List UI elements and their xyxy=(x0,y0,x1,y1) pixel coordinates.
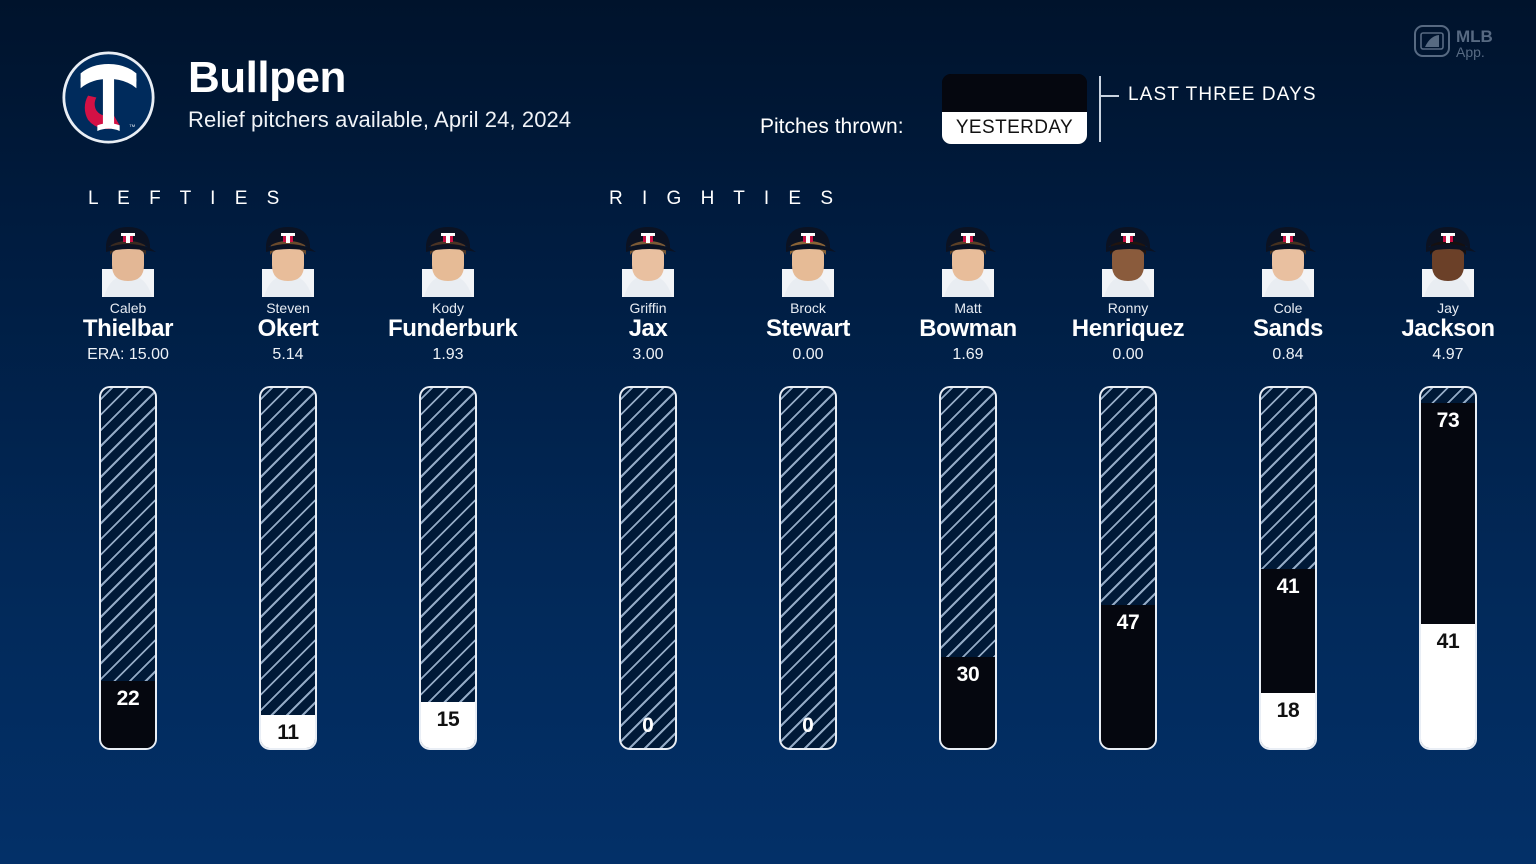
legend-last-three-days-label: LAST THREE DAYS xyxy=(1128,84,1317,105)
player-last-name: Stewart xyxy=(766,314,850,342)
segment-yesterday-value: 11 xyxy=(277,721,299,744)
legend-swatch: YESTERDAY xyxy=(942,74,1087,144)
segment-last-three-days: 41 xyxy=(1261,569,1315,693)
player-last-name: Jackson xyxy=(1401,314,1495,342)
pitch-count-bar[interactable]: 47 xyxy=(1099,386,1157,750)
segment-yesterday-value: 41 xyxy=(1436,630,1460,653)
pitch-count-bar[interactable]: 18 41 xyxy=(1259,386,1317,750)
pitch-count-bar[interactable]: 22 xyxy=(99,386,157,750)
headshot-griffin-jax xyxy=(588,215,708,297)
player-first-name: Griffin xyxy=(629,300,667,316)
player-era: 3.00 xyxy=(632,345,664,363)
player-first-name: Matt xyxy=(954,300,982,316)
player-first-name: Cole xyxy=(1273,300,1303,316)
player-first-name: Ronny xyxy=(1107,300,1149,316)
pitch-count-bar[interactable]: 41 73 xyxy=(1419,386,1477,750)
player-last-name: Funderburk xyxy=(388,314,518,342)
pitch-count-bar[interactable]: 30 xyxy=(939,386,997,750)
pitch-count-zero-label: 0 xyxy=(802,714,814,737)
headshot-brock-stewart xyxy=(748,215,868,297)
segment-last-three-days: 73 xyxy=(1421,403,1475,624)
header: ™ Bullpen Relief pitchers available, Apr… xyxy=(0,0,1536,170)
player-era: 0.84 xyxy=(1272,345,1304,363)
headshot-jay-jackson xyxy=(1388,215,1508,297)
player-card[interactable]: Kody Funderburk 1.93 xyxy=(388,215,518,363)
player-era: 5.14 xyxy=(272,345,304,363)
player-first-name: Kody xyxy=(432,300,464,316)
headshot-steven-okert xyxy=(228,215,348,297)
headshot-matt-bowman xyxy=(908,215,1028,297)
pitch-count-bar[interactable]: 0 xyxy=(619,386,677,750)
player-card[interactable]: Brock Stewart 0.00 xyxy=(748,215,868,363)
pitch-count-bar[interactable]: 0 xyxy=(779,386,837,750)
player-era: 0.00 xyxy=(1112,345,1144,363)
minnesota-twins-logo: ™ xyxy=(62,51,155,144)
pitch-count-bar[interactable]: 11 xyxy=(259,386,317,750)
svg-text:App.: App. xyxy=(1456,44,1485,60)
svg-text:™: ™ xyxy=(129,124,136,131)
page-title: Bullpen xyxy=(188,53,346,102)
player-first-name: Jay xyxy=(1437,300,1459,316)
player-era: 1.69 xyxy=(952,345,984,363)
page-subtitle: Relief pitchers available, April 24, 202… xyxy=(188,107,572,133)
player-last-name: Sands xyxy=(1252,314,1324,342)
headshot-caleb-thielbar xyxy=(68,215,188,297)
legend-swatch-last-three-days xyxy=(942,74,1087,112)
player-card[interactable]: Griffin Jax 3.00 xyxy=(588,215,708,363)
player-last-name: Henriquez xyxy=(1071,314,1185,342)
bar-chart: 22 11 15 0 0 30 47 18 41 41 73 xyxy=(0,386,1536,756)
segment-last-three-days: 47 xyxy=(1101,605,1155,748)
player-last-name: Thielbar xyxy=(82,314,174,342)
player-first-name: Steven xyxy=(266,300,310,316)
svg-text:MLB: MLB xyxy=(1456,27,1493,46)
pitch-count-bar[interactable]: 15 xyxy=(419,386,477,750)
player-era: 4.97 xyxy=(1432,345,1464,363)
player-card[interactable]: Jay Jackson 4.97 xyxy=(1388,215,1508,363)
segment-yesterday: 15 xyxy=(421,702,475,748)
segment-last-three-days-value: 22 xyxy=(116,687,140,710)
segment-yesterday: 41 xyxy=(1421,624,1475,748)
player-first-name: Caleb xyxy=(109,300,147,316)
segment-yesterday-value: 15 xyxy=(436,708,460,731)
headshot-ronny-henriquez xyxy=(1068,215,1188,297)
legend-divider-rule xyxy=(1099,76,1101,142)
player-card[interactable]: Ronny Henriquez 0.00 xyxy=(1068,215,1188,363)
segment-last-three-days-value: 47 xyxy=(1116,611,1140,634)
legend-swatch-yesterday: YESTERDAY xyxy=(942,112,1087,144)
player-card[interactable]: Cole Sands 0.84 xyxy=(1228,215,1348,363)
player-first-name: Brock xyxy=(790,300,826,316)
segment-last-three-days: 30 xyxy=(941,657,995,748)
mlb-app-logo: MLB App. xyxy=(1414,20,1510,62)
headshot-cole-sands xyxy=(1228,215,1348,297)
pitch-count-zero-label: 0 xyxy=(642,714,654,737)
player-era: ERA: 15.00 xyxy=(87,345,169,363)
player-era: 0.00 xyxy=(792,345,824,363)
segment-yesterday-value: 18 xyxy=(1276,699,1300,722)
title-block: Bullpen Relief pitchers available, April… xyxy=(188,53,572,133)
player-card[interactable]: Steven Okert 5.14 xyxy=(228,215,348,363)
headshot-kody-funderburk xyxy=(388,215,508,297)
segment-last-three-days-value: 41 xyxy=(1276,575,1300,598)
legend: Pitches thrown: YESTERDAY LAST THREE DAY… xyxy=(760,66,1360,156)
player-card[interactable]: Caleb Thielbar ERA: 15.00 xyxy=(68,215,188,363)
group-label-righties: R I G H T I E S xyxy=(609,188,840,209)
segment-last-three-days-value: 73 xyxy=(1436,409,1460,432)
player-card[interactable]: Matt Bowman 1.69 xyxy=(908,215,1028,363)
legend-label: Pitches thrown: xyxy=(760,115,904,138)
segment-last-three-days-value: 30 xyxy=(956,663,980,686)
group-label-lefties: L E F T I E S xyxy=(88,188,287,209)
player-last-name: Bowman xyxy=(919,314,1017,342)
legend-leader-line xyxy=(1099,95,1119,97)
player-last-name: Okert xyxy=(257,314,319,342)
segment-yesterday: 18 xyxy=(1261,693,1315,748)
segment-last-three-days: 22 xyxy=(101,681,155,748)
player-last-name: Jax xyxy=(628,314,668,342)
segment-yesterday: 11 xyxy=(261,715,315,748)
player-era: 1.93 xyxy=(432,345,464,363)
player-cards: Caleb Thielbar ERA: 15.00 Steven Okert 5… xyxy=(0,215,1536,815)
